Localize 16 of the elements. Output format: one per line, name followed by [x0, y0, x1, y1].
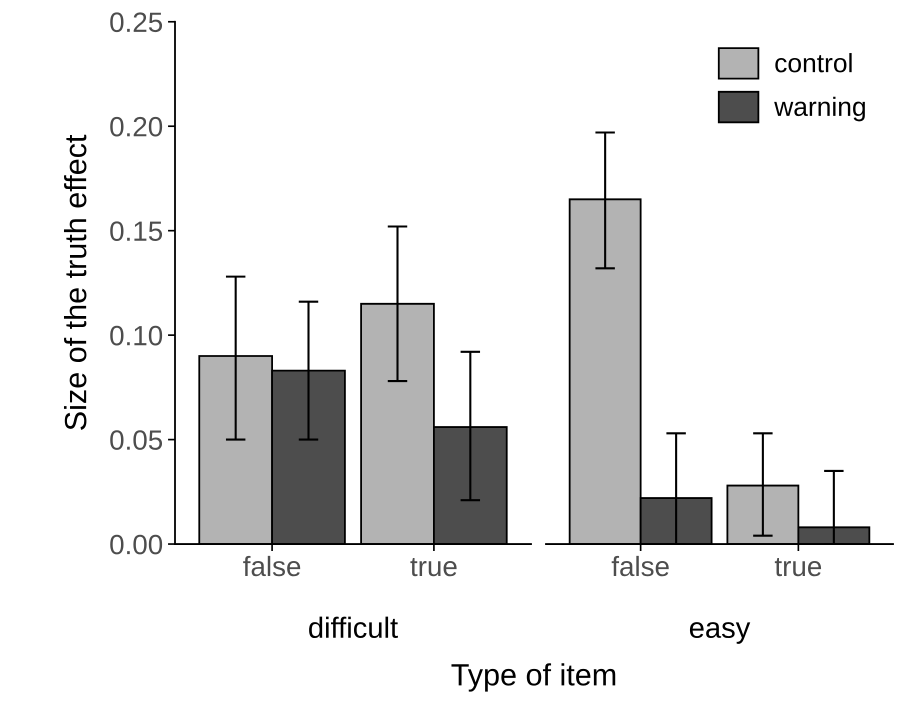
x-tick-label: false — [243, 556, 300, 576]
x-tick-label: true — [774, 558, 822, 576]
y-tick-label: 0.00 — [110, 534, 162, 554]
x-tick-label: false — [612, 556, 669, 576]
y-axis-title: Size of the truth effect — [64, 134, 86, 430]
x-tick-label: true — [410, 558, 457, 576]
text: difficult — [309, 616, 398, 638]
y-tick-label: 0.10 — [110, 326, 162, 346]
legend-label: control — [775, 53, 852, 72]
legend-label: warning — [774, 96, 865, 122]
y-tick-label: 0.20 — [110, 116, 162, 137]
y-tick-label: 0.15 — [110, 221, 162, 242]
x-axis-title: Type of item — [451, 663, 616, 692]
text: easy — [690, 622, 750, 644]
y-tick-label: 0.25 — [110, 12, 162, 32]
y-tick-label: 0.05 — [110, 430, 162, 450]
